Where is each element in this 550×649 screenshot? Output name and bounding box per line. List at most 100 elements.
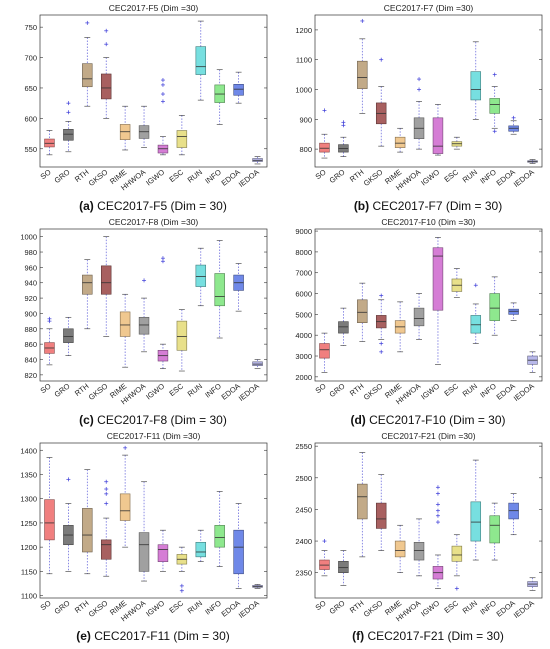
box-esc: ESC — [442, 268, 463, 398]
x-tick-label: GKSO — [87, 167, 110, 188]
y-tick-label: 820 — [24, 371, 37, 380]
boxplot-panel: CEC2017-F10 (Dim =30) 2000 3000 4000 5000 600… — [295, 217, 543, 427]
x-tick-label: IGWO — [144, 381, 166, 401]
caption-letter: (d) — [350, 413, 365, 427]
box-gro: GRO — [328, 550, 349, 616]
y-tick-label: 1000 — [20, 233, 37, 242]
x-tick-label: IGWO — [144, 598, 166, 618]
x-tick-label: ESC — [442, 598, 460, 615]
box-body — [338, 561, 349, 573]
y-tick-label: 1150 — [21, 567, 37, 576]
y-tick-label: 840 — [24, 356, 37, 365]
x-tick-label: INFO — [478, 167, 498, 185]
box-body — [451, 545, 463, 562]
box-gro: GRO — [53, 316, 74, 399]
outlier-marker — [473, 283, 478, 288]
x-tick-label: SO — [39, 381, 53, 395]
x-tick-label: ESC — [167, 381, 185, 398]
y-tick-label: 960 — [24, 263, 37, 272]
x-tick-label: IGWO — [419, 381, 441, 401]
outlier-marker — [417, 77, 422, 82]
outlier-marker — [379, 293, 384, 298]
box-body — [319, 142, 330, 153]
box-body — [138, 316, 150, 335]
x-tick-label: GKSO — [87, 381, 110, 402]
panel-caption: (f) CEC2017-F21 (Dim = 30) — [352, 629, 504, 643]
y-tick-label: 860 — [24, 340, 37, 349]
y-tick-label: 5000 — [295, 310, 312, 319]
outlier-marker — [454, 586, 459, 591]
box-body — [214, 525, 225, 548]
x-tick-label: GKSO — [362, 167, 385, 188]
chart-title: CEC2017-F10 (Dim =30) — [381, 217, 475, 227]
box-body — [214, 273, 225, 307]
box-rime: RIME — [108, 445, 131, 617]
box-gkso: GKSO — [87, 28, 112, 188]
box-iedoa: IEDOA — [512, 577, 538, 620]
y-tick-label: 550 — [24, 145, 37, 154]
y-tick-label: 1400 — [20, 446, 37, 455]
y-tick-label: 2550 — [295, 442, 312, 451]
box-body — [100, 265, 112, 295]
box-info: INFO — [478, 72, 500, 186]
box-gro: GRO — [53, 101, 74, 185]
box-body — [176, 320, 188, 351]
box-body — [195, 264, 207, 287]
chart-title: CEC2017-F21 (Dim =30) — [381, 431, 475, 441]
panel-caption: (c) CEC2017-F8 (Dim = 30) — [79, 413, 227, 427]
box-rime: RIME — [383, 524, 406, 617]
outlier-marker — [104, 479, 109, 484]
outlier-marker — [160, 82, 165, 87]
x-tick-label: IEDOA — [237, 167, 261, 188]
box-rth: RTH — [73, 469, 93, 615]
x-tick-label: ESC — [442, 167, 460, 184]
plot-frame — [314, 228, 543, 382]
outlier-marker — [104, 501, 109, 506]
caption-text: CEC2017-F8 (Dim = 30) — [94, 413, 227, 427]
x-tick-label: IGWO — [144, 167, 166, 187]
y-tick-label: 1000 — [295, 86, 312, 95]
outlier-marker — [435, 491, 440, 496]
box-body — [233, 529, 244, 575]
panel-caption: (b) CEC2017-F7 (Dim = 30) — [354, 199, 502, 213]
x-tick-label: GKSO — [362, 598, 385, 619]
y-tick-label: 1100 — [21, 592, 37, 601]
y-tick-label: 2000 — [295, 373, 312, 382]
chart-title: CEC2017-F8 (Dim =30) — [109, 217, 199, 227]
box-iedoa: IEDOA — [237, 584, 263, 620]
x-tick-label: SO — [314, 598, 328, 612]
box-iedoa: IEDOA — [237, 156, 263, 189]
x-tick-label: IEDOA — [237, 598, 261, 619]
x-tick-label: SO — [39, 167, 53, 181]
y-tick-label: 2450 — [295, 505, 312, 514]
caption-text: CEC2017-F21 (Dim = 30) — [364, 629, 504, 643]
x-tick-label: GRO — [53, 598, 72, 616]
box-body — [63, 129, 74, 141]
box-body — [375, 502, 387, 529]
x-tick-label: GRO — [328, 167, 347, 185]
box-rime: RIME — [108, 105, 131, 186]
outlier-marker — [85, 20, 90, 25]
x-tick-label: SO — [314, 167, 328, 181]
y-tick-label: 2500 — [295, 474, 312, 483]
box-body — [119, 311, 131, 337]
box-body — [394, 540, 406, 558]
outlier-marker — [435, 502, 440, 507]
x-tick-label: IGWO — [419, 167, 441, 187]
box-gro: GRO — [328, 120, 349, 185]
box-esc: ESC — [167, 546, 188, 615]
plot-frame — [39, 442, 268, 599]
x-tick-label: ESC — [167, 598, 185, 615]
outlier-marker — [104, 42, 109, 47]
x-tick-label: SO — [314, 381, 328, 395]
outlier-marker — [104, 487, 109, 492]
box-body — [63, 328, 74, 343]
box-body — [413, 307, 425, 327]
y-tick-label: 600 — [24, 114, 37, 123]
outlier-marker — [142, 278, 147, 283]
y-tick-label: 750 — [24, 23, 37, 32]
outlier-marker — [511, 115, 516, 120]
boxplot-panel: CEC2017-F11 (Dim =30) 1100 1150 1200 1250 130… — [20, 431, 268, 643]
box-rth: RTH — [73, 259, 93, 398]
box-body — [195, 541, 207, 558]
